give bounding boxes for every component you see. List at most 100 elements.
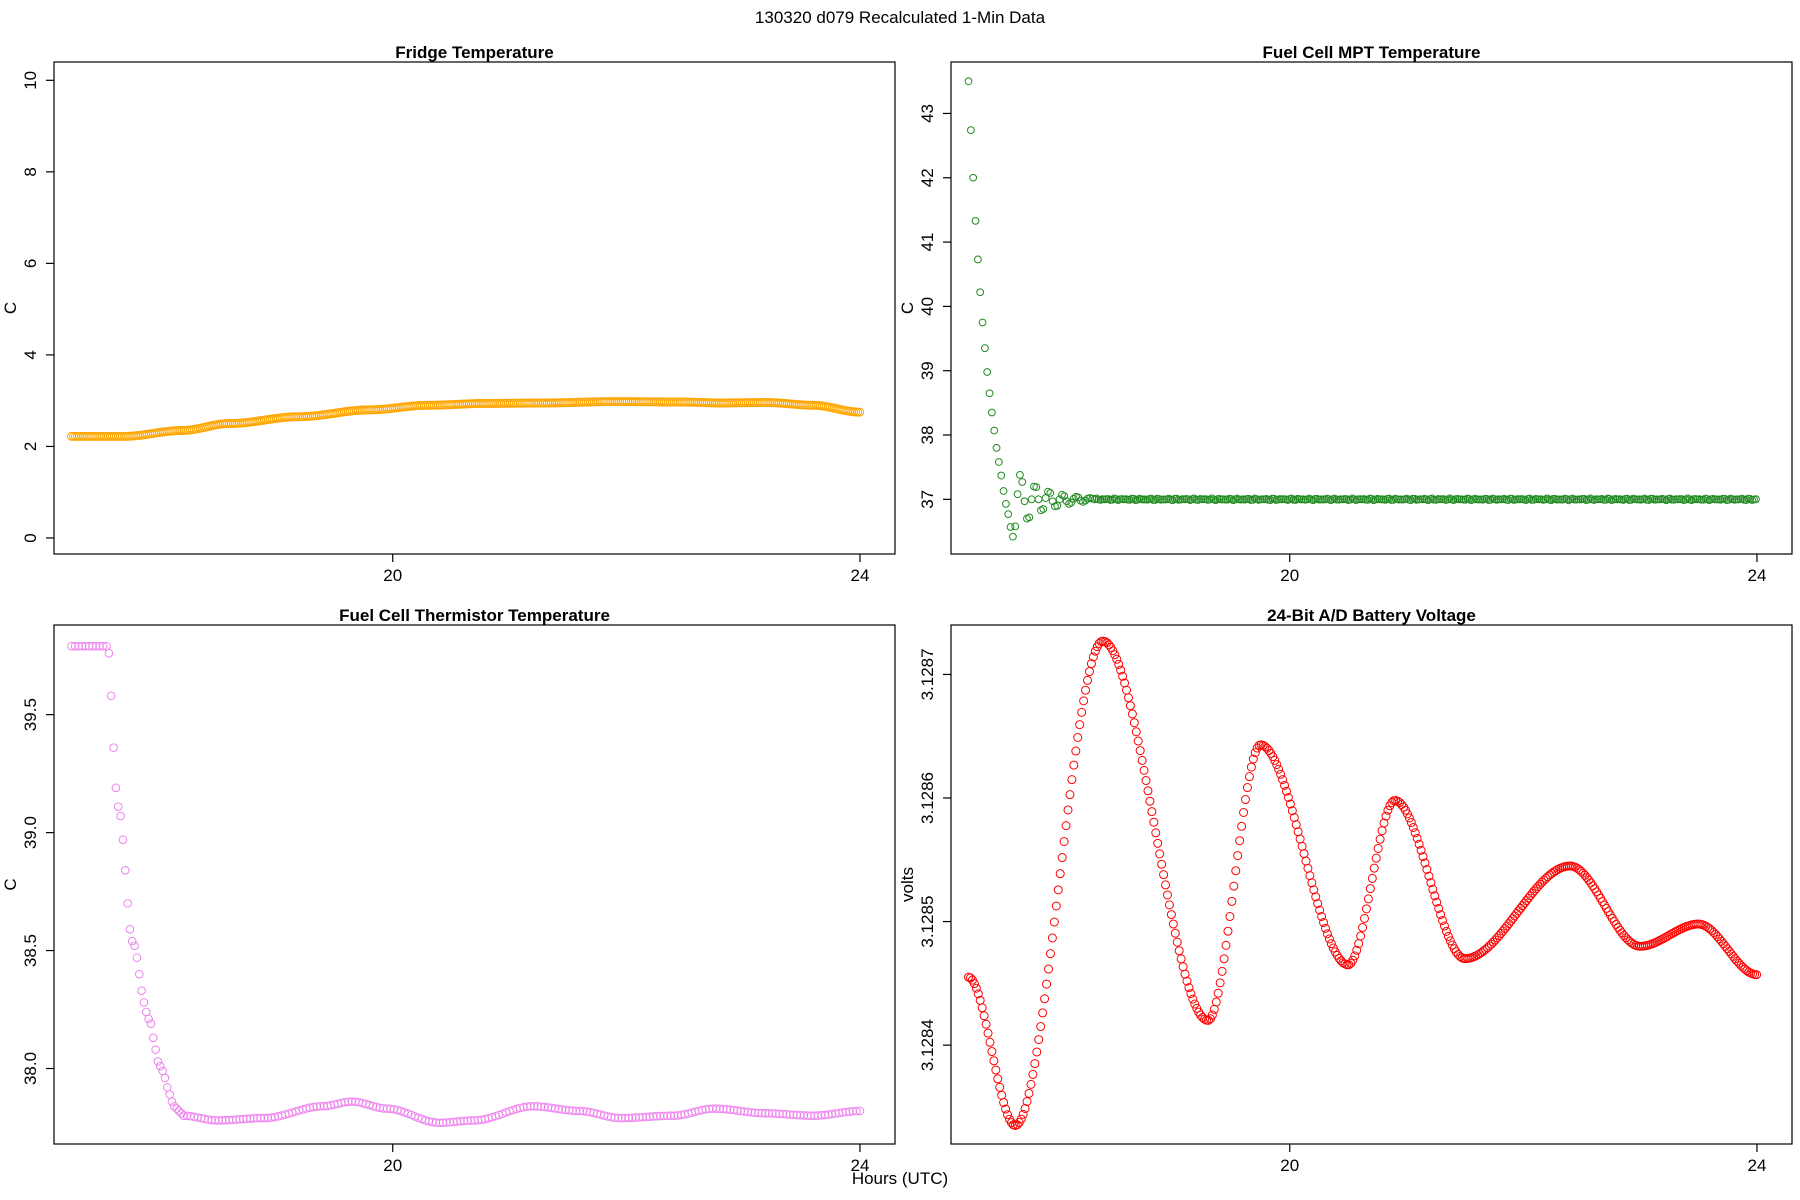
data-point [1088, 652, 1098, 662]
x-tick-label: 20 [383, 1156, 402, 1175]
data-point [165, 1090, 174, 1099]
data-point [1061, 821, 1071, 831]
y-tick-label: 10 [21, 71, 40, 90]
data-point [757, 1108, 767, 1118]
data-point [375, 1103, 385, 1113]
data-point [1051, 901, 1061, 911]
data-point [127, 936, 137, 946]
data-point [167, 1097, 177, 1106]
data-point [1291, 496, 1300, 504]
data-point [1207, 1010, 1217, 1020]
data-point [1313, 899, 1323, 909]
data-point [1182, 976, 1192, 986]
data-point [1049, 917, 1059, 927]
data-point [139, 998, 149, 1007]
data-point [1223, 495, 1232, 504]
data-point [1356, 931, 1366, 941]
data-point [1168, 496, 1177, 505]
data-point [221, 1115, 230, 1125]
data-point [1200, 1014, 1210, 1024]
data-point [711, 1104, 721, 1113]
data-point [1125, 701, 1135, 711]
data-point [1381, 811, 1391, 821]
data-point [1379, 818, 1389, 828]
data-point [1414, 839, 1424, 849]
data-point [1270, 755, 1280, 765]
data-point [1213, 988, 1223, 998]
data-point [980, 344, 989, 353]
data-point [1258, 495, 1267, 504]
data-point [1151, 496, 1160, 504]
data-point [1297, 841, 1307, 851]
data-point [1009, 532, 1017, 541]
data-point [470, 1116, 479, 1125]
data-point [1315, 905, 1325, 915]
data-point [1623, 494, 1632, 503]
data-point [1439, 921, 1449, 931]
data-point [144, 1014, 153, 1024]
data-point [1746, 494, 1754, 503]
data-point [1036, 1022, 1046, 1032]
data-point [1174, 946, 1184, 956]
data-point [1149, 817, 1159, 827]
data-point [104, 649, 114, 658]
data-point [1079, 696, 1089, 706]
data-point [768, 1109, 777, 1118]
data-point [747, 1108, 756, 1117]
data-point [701, 1105, 711, 1114]
data-point [1738, 494, 1747, 503]
data-point [259, 1113, 269, 1123]
data-point [1219, 954, 1229, 964]
data-point [1168, 919, 1178, 929]
data-point [669, 1111, 679, 1120]
data-point [207, 1115, 216, 1125]
data-point [1412, 833, 1422, 843]
data-point [1317, 495, 1325, 504]
x-tick-label: 20 [1280, 1156, 1299, 1175]
data-point [775, 1109, 784, 1119]
data-point [1508, 914, 1518, 924]
plot-frame [53, 61, 896, 555]
data-point [575, 1106, 584, 1116]
data-point [1038, 1008, 1048, 1018]
data-point [1426, 878, 1436, 888]
data-point [1510, 911, 1520, 921]
data-point [1108, 495, 1117, 504]
data-points [964, 77, 1760, 541]
data-point [648, 1112, 658, 1121]
data-point [845, 1107, 854, 1116]
data-point [172, 1104, 181, 1113]
data-point [1127, 709, 1137, 719]
data-point [1092, 494, 1101, 503]
data-point [726, 1105, 735, 1114]
data-point [1190, 999, 1200, 1009]
data-points [964, 636, 1762, 1130]
data-point [1162, 890, 1172, 900]
data-point [379, 1104, 388, 1113]
data-point [1289, 813, 1299, 823]
data-point [1408, 822, 1418, 832]
data-point [978, 318, 987, 327]
data-points [67, 397, 865, 441]
y-axis-label: C [1, 878, 20, 890]
data-point [1118, 671, 1128, 681]
data-point [1348, 955, 1358, 965]
data-point [120, 866, 130, 875]
panel-title: 24-Bit A/D Battery Voltage [1267, 606, 1476, 625]
data-point [1640, 494, 1649, 503]
data-point [631, 1113, 640, 1122]
data-point [627, 1113, 637, 1123]
y-tick-label: 6 [21, 259, 40, 268]
data-point [1428, 494, 1437, 503]
data-point [976, 288, 985, 297]
data-point [1227, 495, 1236, 503]
data-point [1062, 497, 1071, 506]
data-point [1311, 892, 1321, 902]
y-tick-label: 37 [918, 490, 937, 509]
data-point [1022, 1096, 1032, 1106]
data-point [1221, 940, 1231, 950]
data-point [1077, 707, 1087, 717]
data-point [1159, 870, 1169, 880]
data-point [1084, 667, 1094, 677]
data-point [820, 1110, 830, 1120]
